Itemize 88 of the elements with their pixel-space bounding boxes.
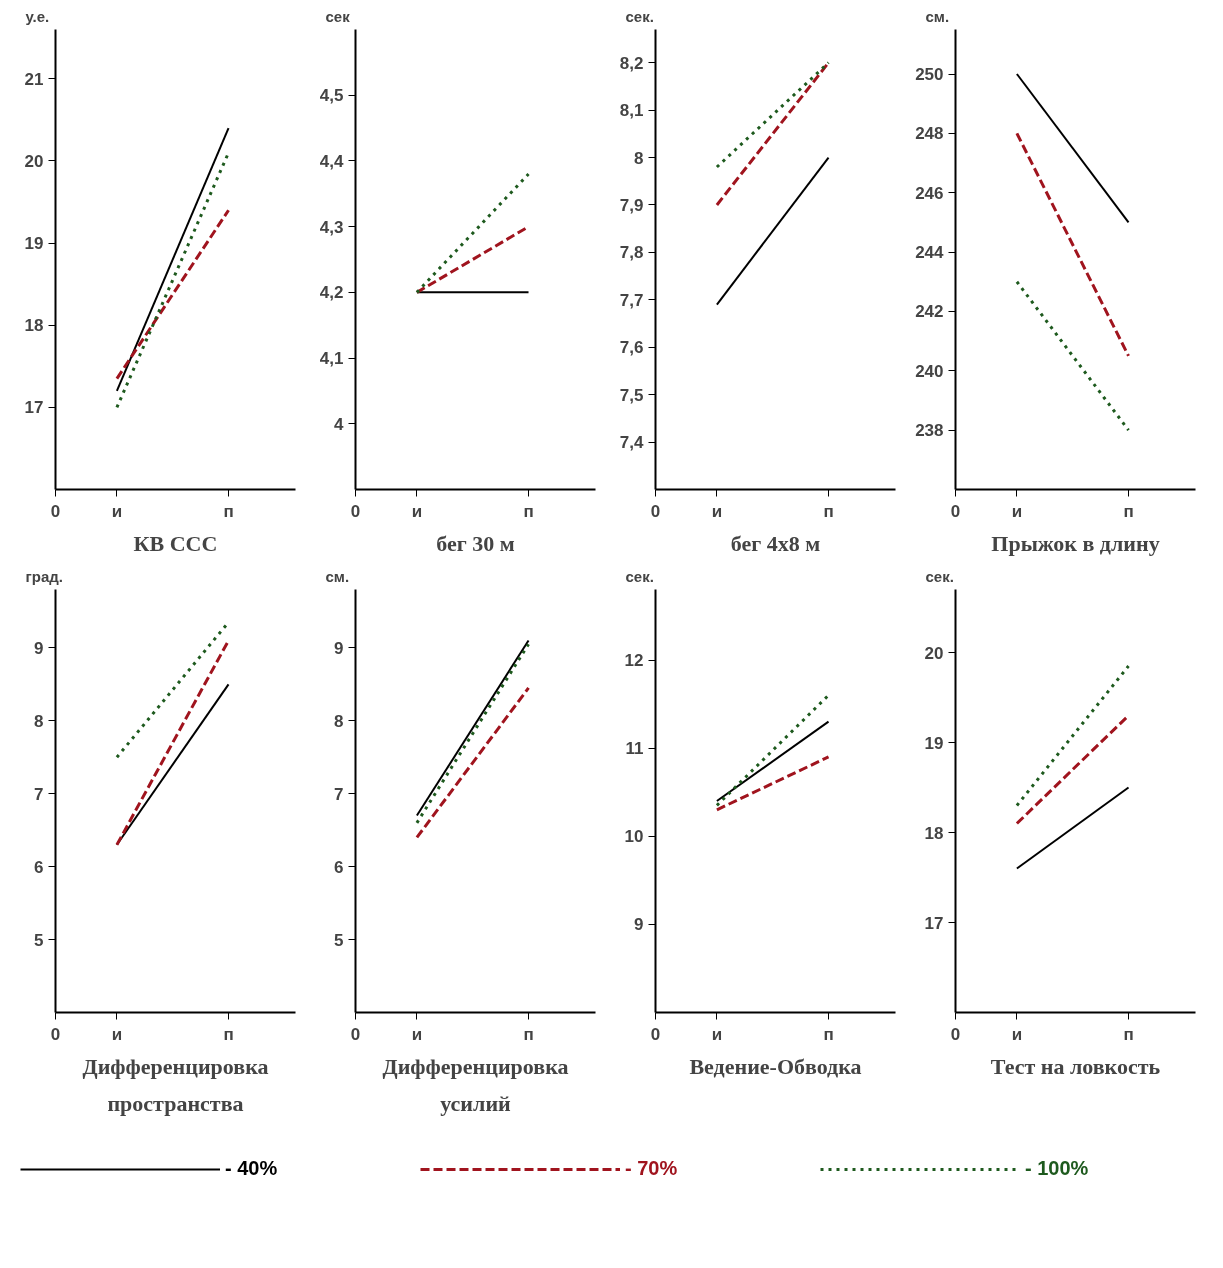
x-tick-label: п bbox=[523, 1024, 534, 1044]
text: Прыжок в длину bbox=[991, 530, 1160, 556]
y-tick-label: 19 bbox=[24, 234, 44, 254]
y-tick-label: 21 bbox=[24, 69, 44, 89]
y-tick-label: 4,5 bbox=[319, 86, 344, 106]
y-tick-label: 7,8 bbox=[619, 243, 644, 263]
y-tick-label: 9 bbox=[334, 638, 344, 658]
y-tick-label: 17 bbox=[924, 913, 944, 933]
y-tick-label: 8,1 bbox=[619, 101, 644, 121]
text: Дифференцировка усилий bbox=[382, 1053, 569, 1116]
y-tick-label: 18 bbox=[924, 823, 944, 843]
y-axis-title: сек. bbox=[625, 567, 654, 585]
x-tick-label: и bbox=[711, 1024, 723, 1044]
text: 0 bbox=[950, 1024, 961, 1044]
x-tick-label: и bbox=[111, 1024, 123, 1044]
y-axis-title: у.е. bbox=[25, 7, 50, 25]
y-axis-title: см. bbox=[325, 567, 350, 585]
text: 0 bbox=[950, 501, 961, 521]
y-tick-label: 4,3 bbox=[319, 217, 344, 237]
y-tick-label: 8 bbox=[34, 711, 44, 731]
text: - 70% bbox=[625, 1157, 678, 1180]
y-tick-label: 248 bbox=[915, 124, 944, 144]
y-tick-label: 5 bbox=[34, 930, 44, 950]
text: бег 4х8 м bbox=[730, 530, 821, 556]
x-tick-label: и bbox=[1011, 501, 1023, 521]
y-tick-label: 17 bbox=[24, 398, 44, 418]
y-tick-label: 7,7 bbox=[619, 290, 644, 310]
y-tick-label: 7 bbox=[334, 784, 344, 804]
y-tick-label: 244 bbox=[915, 243, 945, 263]
y-tick-label: 7 bbox=[34, 784, 44, 804]
text: Дифференцировка пространства bbox=[82, 1053, 269, 1116]
y-tick-label: 12 bbox=[624, 651, 644, 670]
y-tick-label: 246 bbox=[915, 183, 944, 203]
y-tick-label: 8 bbox=[634, 148, 644, 168]
x-tick-label: п bbox=[523, 501, 534, 521]
x-tick-label: п bbox=[223, 501, 234, 521]
text: - 100% bbox=[1025, 1157, 1089, 1180]
x-tick-label: п bbox=[1123, 501, 1134, 521]
text: 0 bbox=[350, 1024, 361, 1044]
x-tick-label: и bbox=[111, 501, 123, 521]
y-tick-label: 4,1 bbox=[319, 349, 344, 369]
y-tick-label: 7,6 bbox=[619, 338, 644, 358]
text: Ведение-Обводка bbox=[689, 1053, 862, 1079]
text: КВ ССС bbox=[133, 530, 218, 556]
y-tick-label: 10 bbox=[624, 827, 644, 847]
x-tick-label: п bbox=[1123, 1024, 1134, 1044]
y-tick-label: 11 bbox=[625, 739, 644, 759]
text: 0 bbox=[50, 1024, 61, 1044]
y-tick-label: 242 bbox=[915, 302, 944, 322]
x-tick-label: и bbox=[1011, 1024, 1023, 1044]
y-tick-label: 4,2 bbox=[319, 283, 344, 303]
x-tick-label: и bbox=[411, 1024, 423, 1044]
y-tick-label: 5 bbox=[334, 930, 344, 950]
y-tick-label: 250 bbox=[915, 65, 944, 85]
x-tick-label: п bbox=[823, 1024, 834, 1044]
y-tick-label: 7,9 bbox=[619, 195, 644, 215]
y-tick-label: 4 bbox=[334, 414, 345, 434]
y-tick-label: 20 bbox=[24, 151, 44, 171]
y-tick-label: 18 bbox=[24, 316, 44, 336]
y-tick-label: 238 bbox=[915, 421, 944, 441]
y-axis-title: сек. bbox=[625, 7, 654, 25]
text: Тест на ловкость bbox=[990, 1053, 1161, 1079]
y-tick-label: 7,5 bbox=[619, 385, 644, 405]
y-axis-title: сек. bbox=[925, 567, 954, 585]
text: 0 bbox=[650, 1024, 661, 1044]
y-tick-label: 9 bbox=[634, 915, 644, 935]
x-tick-label: и bbox=[411, 501, 423, 521]
y-axis-title: град. bbox=[25, 567, 63, 585]
y-tick-label: 8 bbox=[334, 711, 344, 731]
y-tick-label: 19 bbox=[924, 733, 944, 753]
y-tick-label: 7,4 bbox=[619, 433, 645, 453]
text: 0 bbox=[650, 501, 661, 521]
y-tick-label: 240 bbox=[915, 361, 944, 381]
y-tick-label: 6 bbox=[34, 857, 44, 877]
y-axis-title: см. bbox=[925, 7, 950, 25]
y-tick-label: 6 bbox=[334, 857, 344, 877]
x-tick-label: и bbox=[711, 501, 723, 521]
y-tick-label: 4,4 bbox=[319, 151, 345, 171]
x-tick-label: п bbox=[223, 1024, 234, 1044]
text: 0 bbox=[50, 501, 61, 521]
y-tick-label: 20 bbox=[924, 643, 944, 663]
text: 0 bbox=[350, 501, 361, 521]
y-axis-title: сек bbox=[325, 7, 351, 25]
y-tick-label: 9 bbox=[34, 638, 44, 658]
x-tick-label: п bbox=[823, 501, 834, 521]
text: бег 30 м bbox=[436, 530, 515, 556]
y-tick-label: 8,2 bbox=[619, 53, 644, 73]
text: - 40% bbox=[225, 1157, 278, 1180]
